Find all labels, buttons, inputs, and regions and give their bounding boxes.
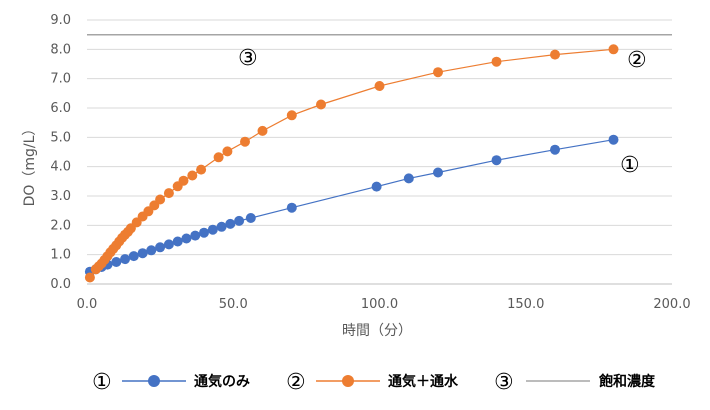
data-point <box>84 272 95 283</box>
data-point <box>257 125 268 136</box>
data-point <box>163 188 174 199</box>
y-axis-title: DO（mg/L） <box>22 122 38 207</box>
data-point <box>120 254 130 265</box>
x-tick-label: 0.0 <box>77 297 98 312</box>
data-point <box>371 181 382 192</box>
data-point <box>433 67 443 78</box>
y-tick-label: 8.0 <box>50 42 71 57</box>
x-tick-label: 100.0 <box>361 297 398 312</box>
data-point <box>213 152 224 163</box>
legend-marker-aeration-only <box>148 375 160 387</box>
data-point <box>316 99 326 110</box>
data-point <box>550 49 560 60</box>
series-2 <box>84 44 619 283</box>
data-point <box>491 155 502 166</box>
legend-item-aeration-flow: ② 通気＋通水 <box>286 370 459 395</box>
grid <box>87 19 672 285</box>
data-point <box>190 230 201 241</box>
data-point <box>225 218 236 229</box>
legend-item-aeration-only: ① 通気のみ <box>92 370 250 395</box>
aeration-flow-marker-label: ② <box>627 48 647 73</box>
y-tick-label: 6.0 <box>50 101 71 116</box>
data-point <box>608 134 619 145</box>
legend: ① 通気のみ ② 通気＋通水 ③ 飽和濃度 <box>92 370 656 395</box>
series-markers: ③ ② ① <box>238 46 647 178</box>
series-1 <box>84 134 619 277</box>
data-point <box>128 251 139 262</box>
y-tick-label: 4.0 <box>50 160 71 175</box>
data-point <box>286 202 297 213</box>
x-axis-ticks: 0.0 50.0 100.0 150.0 200.0 <box>77 297 691 312</box>
data-point <box>155 194 166 205</box>
legend-marker-aeration-flow <box>342 375 354 387</box>
data-point <box>155 242 166 253</box>
legend-label-aeration-flow: 通気＋通水 <box>388 373 459 390</box>
series-line-1 <box>89 139 614 273</box>
data-point <box>172 236 183 247</box>
legend-item-saturation: ③ 飽和濃度 <box>494 370 656 395</box>
y-tick-label: 0.0 <box>50 277 71 292</box>
data-point <box>207 224 218 235</box>
y-tick-label: 9.0 <box>50 13 71 28</box>
x-tick-label: 150.0 <box>507 297 544 312</box>
data-point <box>433 167 443 178</box>
x-tick-label: 50.0 <box>219 297 248 312</box>
y-tick-label: 1.0 <box>50 248 71 263</box>
data-point <box>199 227 209 238</box>
data-point <box>137 248 148 259</box>
data-point <box>187 170 198 181</box>
data-point <box>163 239 174 250</box>
saturation-marker-label: ③ <box>238 46 258 71</box>
legend-label-saturation: 飽和濃度 <box>598 373 656 390</box>
y-axis-ticks: 0.0 1.0 2.0 3.0 4.0 5.0 6.0 7.0 8.0 9.0 <box>50 13 71 292</box>
legend-number-2: ② <box>286 370 306 395</box>
data-point <box>222 146 233 157</box>
data-point <box>234 215 245 226</box>
legend-number-3: ③ <box>494 370 514 395</box>
data-point <box>111 257 122 267</box>
legend-number-1: ① <box>92 370 112 395</box>
x-axis-title: 時間（分） <box>342 323 412 339</box>
data-point <box>178 175 189 186</box>
data-point <box>286 110 297 121</box>
y-tick-label: 3.0 <box>50 189 71 204</box>
data-point <box>146 245 157 256</box>
y-tick-label: 2.0 <box>50 218 71 233</box>
data-point <box>608 44 619 55</box>
data-point <box>403 173 414 184</box>
data-point <box>491 56 502 67</box>
data-point <box>240 136 250 147</box>
aeration-only-marker-label: ① <box>620 153 640 178</box>
data-point <box>550 144 560 155</box>
y-tick-label: 5.0 <box>50 130 71 145</box>
series-layer <box>84 33 672 283</box>
data-point <box>245 213 256 223</box>
data-point <box>216 221 227 232</box>
legend-label-aeration-only: 通気のみ <box>194 373 250 390</box>
y-tick-label: 7.0 <box>50 72 71 87</box>
data-point <box>196 164 207 175</box>
data-point <box>181 233 192 244</box>
data-point <box>374 81 385 91</box>
x-tick-label: 200.0 <box>653 297 690 312</box>
